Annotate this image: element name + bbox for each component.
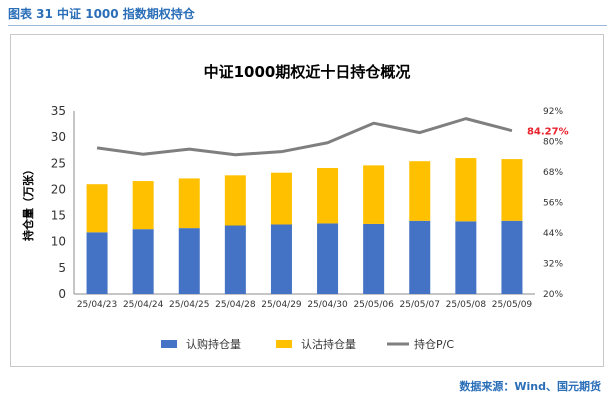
bar-put bbox=[86, 184, 108, 233]
bar-call bbox=[455, 221, 477, 294]
chart-panel: 中证1000期权近十日持仓概况 0 5 10 15 20 25 30 35 20% 32% 44% 5… bbox=[10, 34, 604, 367]
y2-tick-label: 32% bbox=[543, 260, 563, 270]
y-tick-label: 0 bbox=[58, 287, 66, 301]
y2-tick-label: 80% bbox=[543, 138, 563, 148]
data-source: 数据来源：Wind、国元期货 bbox=[459, 380, 601, 393]
x-tick-label: 25/04/28 bbox=[215, 300, 256, 310]
x-tick-label: 25/04/23 bbox=[77, 300, 117, 310]
legend-label: 持仓P/C bbox=[414, 337, 454, 351]
pc-line bbox=[96, 117, 513, 157]
x-tick-label: 25/05/06 bbox=[353, 300, 394, 310]
bar-call bbox=[409, 220, 431, 294]
y-tick-label: 30 bbox=[51, 130, 66, 144]
y2-tick-label: 92% bbox=[543, 107, 563, 117]
legend-label: 认沽持仓量 bbox=[301, 337, 356, 351]
y-axis-title: 持仓量（万张） bbox=[21, 164, 35, 241]
y-tick-label: 10 bbox=[51, 235, 66, 249]
y-tick-label: 20 bbox=[51, 182, 66, 196]
bar-put bbox=[178, 178, 200, 229]
y2-tick-label: 44% bbox=[543, 229, 563, 239]
x-tick-label: 25/04/24 bbox=[123, 300, 164, 310]
x-tick-label: 25/04/30 bbox=[307, 300, 348, 310]
y-tick-label: 35 bbox=[51, 104, 66, 118]
legend-label: 认购持仓量 bbox=[186, 337, 241, 351]
bar-call bbox=[317, 223, 339, 294]
bar-put bbox=[224, 175, 246, 226]
bar-put bbox=[132, 181, 154, 230]
y-tick-label: 5 bbox=[58, 261, 66, 275]
figure-caption: 图表 31 中证 1000 指数期权持仓 bbox=[8, 7, 195, 21]
bar-put bbox=[455, 158, 477, 222]
pc-last-label: 84.27% bbox=[527, 127, 569, 138]
bar-call bbox=[363, 223, 385, 294]
y-tick-label: 25 bbox=[51, 156, 66, 170]
chart-svg: 0 5 10 15 20 25 30 35 20% 32% 44% 56% 68% 80% 92% 持仓量（万… bbox=[21, 104, 569, 351]
bar-call bbox=[132, 229, 154, 294]
x-tick-label: 25/05/07 bbox=[400, 300, 440, 310]
y2-tick-label: 56% bbox=[543, 199, 563, 209]
chart-title: 中证1000期权近十日持仓概况 bbox=[203, 63, 411, 81]
caption-divider bbox=[8, 25, 607, 26]
bar-put bbox=[501, 159, 523, 221]
bar-put bbox=[363, 165, 385, 224]
x-tick-label: 25/05/08 bbox=[446, 300, 487, 310]
bar-call bbox=[270, 224, 292, 294]
bar-call bbox=[86, 232, 108, 294]
bar-call bbox=[224, 225, 246, 294]
y-tick-label: 15 bbox=[51, 209, 66, 223]
legend-swatch bbox=[161, 340, 177, 348]
legend-swatch bbox=[276, 340, 292, 348]
x-tick-label: 25/04/25 bbox=[169, 300, 209, 310]
y2-tick-label: 68% bbox=[543, 168, 563, 178]
x-tick-label: 25/05/09 bbox=[492, 300, 533, 310]
bar-put bbox=[409, 161, 431, 221]
bar-put bbox=[317, 167, 339, 224]
x-tick-label: 25/04/29 bbox=[261, 300, 302, 310]
bar-call bbox=[501, 220, 523, 294]
bar-put bbox=[270, 172, 292, 225]
bar-call bbox=[178, 228, 200, 294]
y2-tick-label: 20% bbox=[543, 290, 563, 300]
